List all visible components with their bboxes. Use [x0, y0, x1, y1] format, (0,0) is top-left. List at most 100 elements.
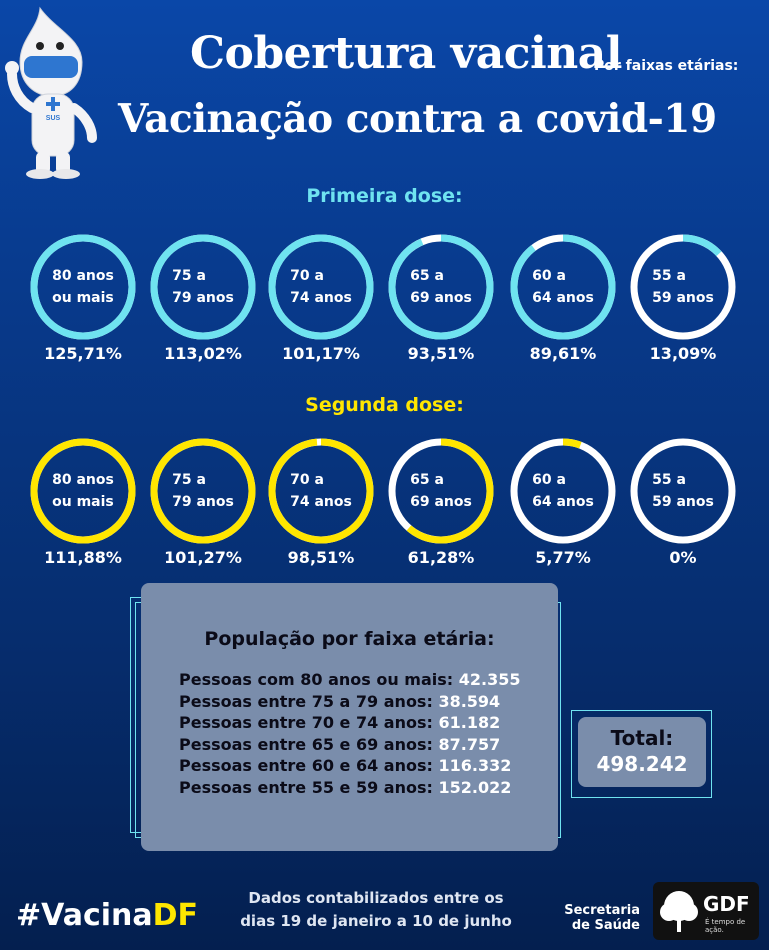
population-value: 87.757	[438, 734, 501, 754]
age-group-label: 75 a 79 anos	[172, 268, 234, 306]
population-label: Pessoas entre 55 e 59 anos:	[179, 777, 433, 797]
population-label: Pessoas entre 65 e 69 anos:	[179, 734, 433, 754]
coverage-percent: 61,28%	[407, 548, 475, 567]
age-group-label: 65 a 69 anos	[410, 268, 472, 306]
coverage-ring: 60 a 64 anos	[508, 232, 618, 342]
population-row: Pessoas entre 75 a 79 anos: 38.594	[179, 691, 521, 713]
gdf-tagline: É tempo de ação.	[705, 918, 746, 934]
ring-chart	[388, 234, 494, 340]
coverage-ring: 70 a 74 anos	[266, 232, 376, 342]
coverage-ring: 55 a 59 anos	[628, 232, 738, 342]
population-value: 152.022	[438, 777, 512, 797]
total-label: Total:	[610, 726, 674, 750]
page-subtitle: Por faixas etárias:	[594, 58, 739, 74]
coverage-percent: 93,51%	[407, 344, 475, 363]
vaccine-drop-mascot-icon: SUS	[5, 6, 97, 179]
age-group-label: 55 a 59 anos	[652, 472, 714, 510]
ring-progress-arc	[510, 234, 616, 340]
population-value: 61.182	[438, 713, 501, 733]
ring-progress-arc	[150, 234, 256, 340]
population-row: Pessoas com 80 anos ou mais: 42.355	[179, 669, 521, 691]
coverage-ring: 60 a 64 anos	[508, 436, 618, 546]
ring-progress-arc	[388, 234, 494, 340]
ring-progress-arc	[268, 234, 374, 340]
total-box: Total: 498.242	[578, 717, 706, 787]
population-row: Pessoas entre 70 e 74 anos: 61.182	[179, 712, 521, 734]
ring-progress-arc	[30, 438, 136, 544]
ring-progress-arc	[388, 438, 494, 544]
ring-chart	[630, 234, 736, 340]
hashtag-suffix: DF	[152, 898, 199, 933]
first-dose-title: Primeira dose:	[306, 185, 463, 207]
coverage-percent: 13,09%	[649, 344, 717, 363]
ring-progress-arc	[510, 438, 616, 544]
population-value: 42.355	[458, 670, 521, 689]
coverage-percent: 101,27%	[164, 548, 242, 567]
population-row: Pessoas entre 65 e 69 anos: 87.757	[179, 734, 521, 756]
ring-progress-arc	[30, 234, 136, 340]
page-title-secondary: Vacinação contra a covid-19	[118, 96, 717, 142]
second-dose-title: Segunda dose:	[305, 394, 464, 416]
population-label: Pessoas entre 75 a 79 anos:	[179, 691, 433, 711]
hashtag: #VacinaDF	[16, 898, 198, 933]
ring-chart	[30, 234, 136, 340]
coverage-ring: 55 a 59 anos	[628, 436, 738, 546]
ring-chart	[268, 438, 374, 544]
coverage-ring: 80 anos ou mais	[28, 232, 138, 342]
ring-chart	[268, 234, 374, 340]
population-label: Pessoas entre 70 e 74 anos:	[179, 713, 433, 733]
page-title: Cobertura vacinal	[190, 28, 622, 79]
ring-chart	[510, 438, 616, 544]
svg-text:SUS: SUS	[46, 115, 61, 122]
total-value: 498.242	[596, 752, 688, 776]
total-frame	[571, 710, 712, 798]
coverage-ring: 65 a 69 anos	[386, 436, 496, 546]
tree-icon	[660, 891, 698, 932]
ring-chart	[510, 234, 616, 340]
coverage-percent: 89,61%	[529, 344, 597, 363]
ring-progress-arc	[150, 438, 256, 544]
population-label: Pessoas entre 60 e 64 anos:	[179, 756, 433, 776]
population-row: Pessoas entre 55 e 59 anos: 152.022	[179, 777, 521, 799]
ring-chart	[388, 438, 494, 544]
age-group-label: 70 a 74 anos	[290, 472, 352, 510]
ring-progress-arc	[268, 438, 374, 544]
coverage-ring: 70 a 74 anos	[266, 436, 376, 546]
ring-chart	[630, 438, 736, 544]
gdf-logo-text: GDF	[703, 892, 750, 916]
age-group-label: 80 anos ou mais	[52, 472, 114, 510]
age-group-label: 80 anos ou mais	[52, 268, 114, 306]
gdf-logo: GDF É tempo de ação.	[653, 882, 759, 940]
population-panel: População por faixa etária: Pessoas com …	[141, 583, 558, 851]
coverage-ring: 65 a 69 anos	[386, 232, 496, 342]
secretaria-logo-text: Secretaria de Saúde	[564, 903, 640, 933]
ring-chart	[150, 438, 256, 544]
population-title: População por faixa etária:	[204, 628, 495, 650]
coverage-percent: 0%	[669, 548, 697, 567]
ring-progress-arc	[630, 234, 736, 340]
population-list: Pessoas com 80 anos ou mais: 42.355 Pesso…	[179, 669, 521, 799]
coverage-ring: 80 anos ou mais	[28, 436, 138, 546]
coverage-percent: 113,02%	[164, 344, 242, 363]
population-row: Pessoas entre 60 e 64 anos: 116.332	[179, 755, 521, 777]
population-value: 116.332	[438, 756, 512, 776]
population-value: 38.594	[438, 691, 501, 711]
hashtag-prefix: #Vacina	[16, 898, 153, 933]
age-group-label: 65 a 69 anos	[410, 472, 472, 510]
coverage-ring: 75 a 79 anos	[148, 436, 258, 546]
coverage-percent: 111,88%	[44, 548, 122, 567]
coverage-ring: 75 a 79 anos	[148, 232, 258, 342]
coverage-percent: 5,77%	[535, 548, 591, 567]
footer-note: Dados contabilizados entre os dias 19 de…	[240, 889, 512, 930]
age-group-label: 60 a 64 anos	[532, 472, 594, 510]
age-group-label: 75 a 79 anos	[172, 472, 234, 510]
coverage-percent: 98,51%	[287, 548, 355, 567]
ring-chart	[30, 438, 136, 544]
age-group-label: 60 a 64 anos	[532, 268, 594, 306]
coverage-percent: 125,71%	[44, 344, 122, 363]
age-group-label: 70 a 74 anos	[290, 268, 352, 306]
ring-track	[630, 438, 736, 544]
coverage-percent: 101,17%	[282, 344, 360, 363]
ring-chart	[150, 234, 256, 340]
age-group-label: 55 a 59 anos	[652, 268, 714, 306]
